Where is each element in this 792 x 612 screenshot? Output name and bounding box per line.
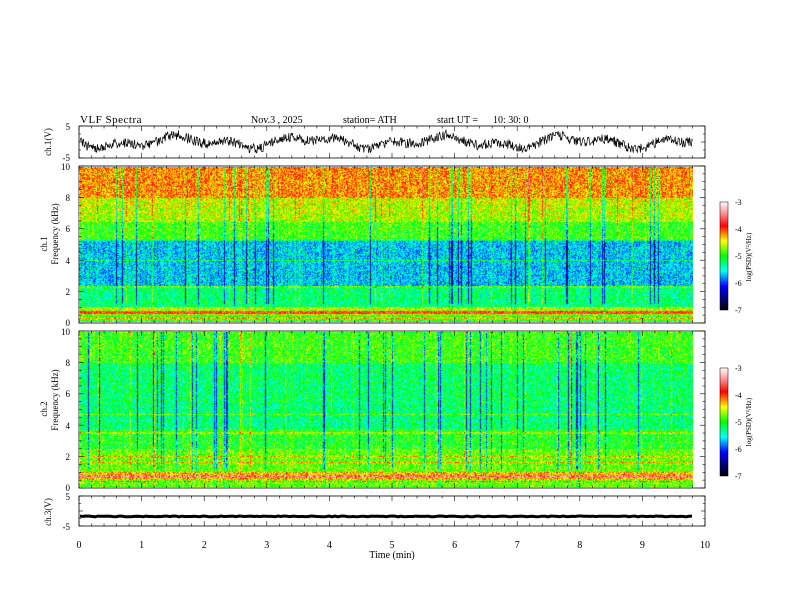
cb2-tick-m4: -4 (735, 391, 742, 400)
xtick-4: 4 (327, 540, 332, 551)
xtick-3: 3 (264, 540, 269, 551)
ch1-spectrogram (79, 167, 693, 322)
station-label: station= ATH (343, 115, 397, 126)
cb2-tick-m5: -5 (735, 418, 742, 427)
ch1-spec-ytick-0: 0 (66, 318, 71, 328)
start-ut-value: 10: 30: 0 (493, 115, 529, 126)
cb2-tick-m6: -6 (735, 445, 742, 454)
ch1-spec-ylabel: ch.1 (39, 236, 49, 251)
ch1-ylabel: ch.1(V) (43, 128, 53, 156)
ch1-ytick-bottom: -5 (63, 153, 71, 163)
xtick-8: 8 (577, 540, 582, 551)
start-ut-label: start UT = (437, 115, 479, 126)
xtick-1: 1 (139, 540, 144, 551)
ch2-spec-ytick-6: 6 (66, 389, 71, 399)
ch2-spec-ytick-10: 10 (61, 327, 71, 337)
xtick-9: 9 (640, 540, 645, 551)
cb1-label: log(PSD)(V²/Hz) (745, 232, 753, 281)
xtick-5: 5 (390, 540, 395, 551)
chart-title: VLF Spectra (80, 114, 143, 126)
cb2-tick-m7: -7 (735, 472, 742, 481)
ch1-spectrogram-fo (79, 167, 693, 322)
ch3-ytick-bottom: -5 (63, 522, 71, 532)
cb1-tick-m5: -5 (735, 252, 742, 261)
ch3-ylabel: ch.3(V) (43, 498, 53, 526)
ch2-spectrogram-fo (79, 332, 693, 487)
xtick-7: 7 (515, 540, 520, 551)
ch1-spec-ytick-2: 2 (66, 287, 71, 297)
cb1-tick-m7: -7 (735, 306, 742, 315)
ch1-spec-ytick-4: 4 (66, 256, 71, 266)
xtick-2: 2 (202, 540, 207, 551)
date-label: Nov.3 , 2025 (251, 115, 303, 126)
ch1-spec-ytick-8: 8 (66, 193, 71, 203)
ch1-waveform-line (79, 128, 693, 154)
ch3-waveform-line (79, 514, 693, 519)
ch1-ytick-top: 5 (66, 122, 71, 132)
ch1-colorbar (719, 201, 729, 311)
xtick-10: 10 (700, 540, 710, 551)
ch2-colorbar (719, 367, 729, 477)
ch2-spec-ylabel2: Frequency (kHz) (50, 369, 60, 430)
ch2-spectrogram (79, 332, 693, 487)
ch2-spec-ytick-4: 4 (66, 421, 71, 431)
ch2-spec-ytick-2: 2 (66, 452, 71, 462)
cb2-label: log(PSD)(V²/Hz) (745, 397, 753, 446)
cb1-tick-m6: -6 (735, 279, 742, 288)
axis-ticks (78, 125, 706, 527)
ch2-spec-ylabel: ch.2 (39, 401, 49, 416)
cb1-tick-m3: -3 (735, 198, 742, 207)
xaxis-label: Time (min) (369, 550, 414, 561)
ch2-spec-ytick-8: 8 (66, 358, 71, 368)
ch1-spec-ytick-10: 10 (61, 162, 71, 172)
cb1-tick-m4: -4 (735, 225, 742, 234)
ch1-spec-ytick-6: 6 (66, 224, 71, 234)
xtick-0: 0 (77, 540, 82, 551)
cb2-tick-m3: -3 (735, 364, 742, 373)
xtick-6: 6 (452, 540, 457, 551)
ch2-spec-ytick-0: 0 (66, 483, 71, 493)
ch1-spec-ylabel2: Frequency (kHz) (50, 203, 60, 264)
ch3-ytick-top: 5 (66, 492, 71, 502)
